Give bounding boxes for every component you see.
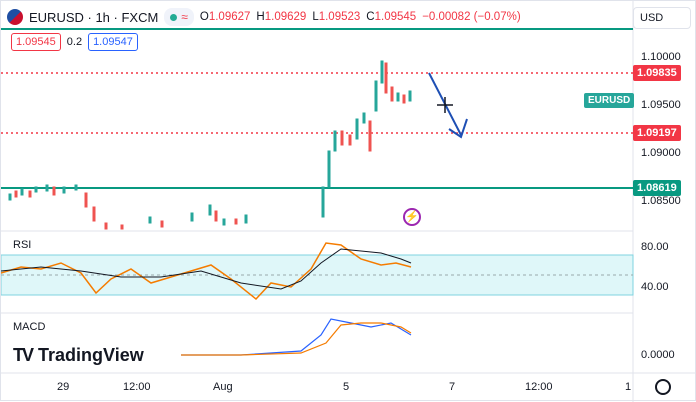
tradingview-logo: TV TradingView <box>13 345 144 365</box>
rsi-level-label: 80.00 <box>641 241 669 253</box>
macd-label: MACD <box>13 321 46 333</box>
time-axis-label: 1 <box>625 381 632 393</box>
rsi-average-line <box>1 248 412 290</box>
price-axis-label: 1.10000 <box>641 51 681 63</box>
currency-flag-icon <box>7 9 23 25</box>
symbol-price-tag: EURUSD <box>584 93 635 108</box>
rsi-label: RSI <box>13 239 32 251</box>
level-low-tag: 1.08619 <box>633 180 681 196</box>
time-axis-label: 5 <box>343 381 350 393</box>
time-axis-label: 12:00 <box>525 381 553 393</box>
symbol-bar: EURUSD · 1h · FXCM ≈ O1.09627 H1.09629 L… <box>7 5 521 29</box>
rsi-band <box>1 254 634 296</box>
trade-buttons: 1.09545 0.2 1.09547 <box>11 33 138 51</box>
rsi-level-label: 40.00 <box>641 281 669 293</box>
time-axis-label: 7 <box>449 381 456 393</box>
macd-level-label: 0.0000 <box>641 349 675 361</box>
market-status-pill[interactable]: ≈ <box>164 8 194 26</box>
tradingview-logo-icon: TV <box>13 345 34 365</box>
market-open-icon <box>170 13 178 21</box>
time-axis-label: Aug <box>213 381 233 393</box>
settings-icon[interactable] <box>655 379 671 395</box>
level-mid-tag: 1.09197 <box>633 125 681 141</box>
crosshair-cursor <box>437 97 453 113</box>
wave-icon: ≈ <box>181 10 188 24</box>
time-axis-label: 29 <box>57 381 70 393</box>
level-high-tag: 1.09835 <box>633 65 681 81</box>
macd-line <box>181 318 412 356</box>
price-axis-label: 1.09500 <box>641 99 681 111</box>
currency-select[interactable]: USD <box>633 7 691 29</box>
symbol-title[interactable]: EURUSD · 1h · FXCM <box>29 9 159 25</box>
candlesticks <box>8 60 412 230</box>
macd-signal-line <box>181 322 412 356</box>
time-axis-label: 12:00 <box>123 381 151 393</box>
spread-value: 0.2 <box>66 36 83 48</box>
flash-icon[interactable]: ⚡ <box>403 208 421 226</box>
price-axis-label: 1.09000 <box>641 147 681 159</box>
price-axis-label: 1.08500 <box>641 195 681 207</box>
buy-button[interactable]: 1.09547 <box>88 33 138 51</box>
ohlc-values: O1.09627 H1.09629 L1.09523 C1.09545 −0.0… <box>199 11 521 23</box>
sell-button[interactable]: 1.09545 <box>11 33 61 51</box>
